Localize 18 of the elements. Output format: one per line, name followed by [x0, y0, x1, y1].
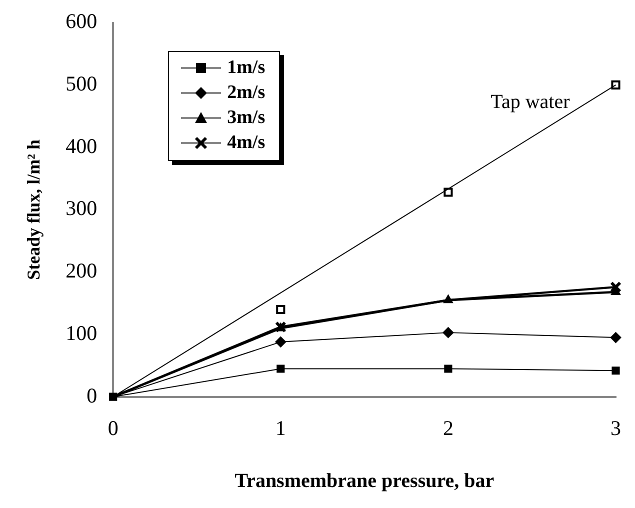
y-tick-label: 400 — [66, 134, 98, 158]
x-tick-label: 3 — [610, 416, 621, 440]
legend-label: 3m/s — [227, 107, 266, 130]
y-tick-label: 100 — [66, 320, 98, 345]
y-tick-label: 500 — [66, 71, 98, 96]
legend-label: 1m/s — [227, 57, 266, 80]
legend-label: 2m/s — [227, 82, 266, 104]
x-axis-title: Transmembrane pressure, bar — [234, 470, 494, 492]
y-tick-label: 600 — [66, 9, 98, 34]
y-tick-label: 300 — [66, 196, 98, 220]
legend-label: 4m/s — [227, 132, 266, 154]
y-tick-label: 0 — [86, 383, 98, 408]
x-tick-label: 0 — [108, 416, 118, 440]
x-tick-label: 1 — [275, 416, 286, 440]
y-axis-title: Steady flux, l/m² h — [23, 139, 44, 280]
x-tick-label: 2 — [442, 416, 454, 440]
text: Tap water — [490, 91, 570, 114]
y-tick-label: 200 — [66, 258, 98, 283]
